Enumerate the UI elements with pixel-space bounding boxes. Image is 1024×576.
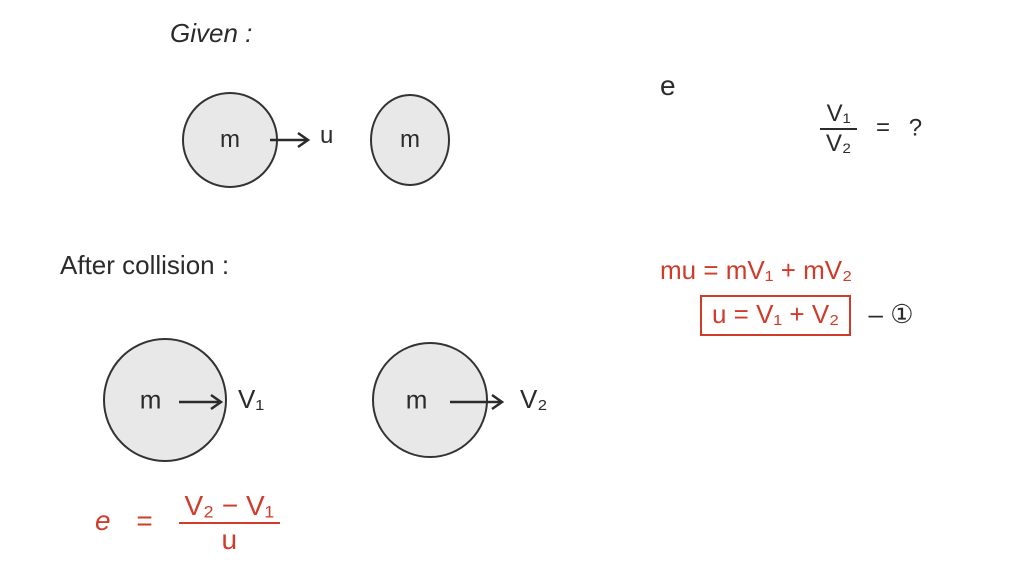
ratio-qmark: ? [909,114,922,141]
ratio-question: V₁ V₂ = ? [820,100,922,158]
before-ball-1-arrow [268,128,318,152]
eq-momentum: mu = mV₁ + mV₂ [660,255,852,286]
heading-given: Given : [170,18,252,49]
after-ball-1-label: m [140,385,162,416]
before-ball-1-arrow-label: u [320,122,333,150]
after-ball-2-arrow [448,390,514,414]
eq-restitution: e = V₂ − V₁ u [95,490,280,556]
heading-after: After collision : [60,250,229,281]
eq-momentum-boxed-row: u = V₁ + V₂ – ① [700,295,914,336]
eq-restitution-eq-sign: = [136,505,170,536]
after-ball-2-label: m [406,385,428,416]
before-ball-1: m [182,92,278,188]
eq-momentum-boxed: u = V₁ + V₂ [700,295,851,336]
before-ball-2: m [370,94,450,186]
diagram-canvas: Given : e V₁ V₂ = ? m u m After collisio… [0,0,1024,576]
before-ball-1-label: m [220,126,240,154]
eq-restitution-num: V₂ − V₁ [179,490,281,522]
eq-momentum-tag: – ① [859,299,914,329]
after-ball-1-arrow-label: V₁ [238,384,264,415]
ratio-fraction: V₁ V₂ [820,100,857,158]
eq-restitution-den: u [179,522,281,556]
ratio-num: V₁ [820,100,857,128]
ratio-equals: = [864,114,902,141]
ratio-den: V₂ [820,128,857,158]
eq-restitution-lhs: e [95,505,129,536]
after-ball-2-arrow-label: V₂ [520,384,547,415]
symbol-e: e [660,70,676,102]
before-ball-2-label: m [400,126,420,154]
eq-restitution-frac: V₂ − V₁ u [179,490,281,556]
after-ball-1-arrow [177,390,233,414]
